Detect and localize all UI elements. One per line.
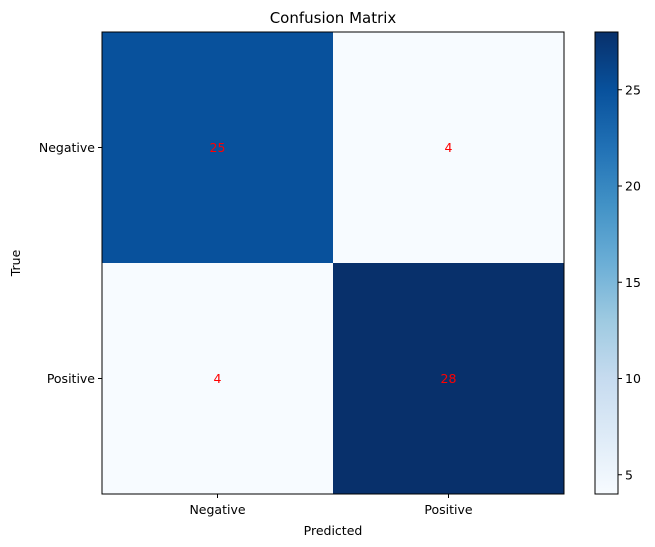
colorbar-tick-label: 10 [625, 371, 641, 386]
x-tick-label: Negative [189, 502, 245, 517]
cell-value-label: 25 [210, 140, 226, 155]
y-tick-label: Negative [39, 140, 95, 155]
cell-value-label: 4 [214, 371, 222, 386]
plot-frame [101, 31, 565, 495]
y-axis-label: True [8, 249, 23, 277]
colorbar [594, 31, 619, 495]
colorbar-tick-label: 25 [625, 82, 641, 97]
heatmap-cell [333, 263, 564, 494]
x-tick-label: Positive [424, 502, 472, 517]
heatmap-cell [333, 32, 564, 263]
cell-value-label: 28 [441, 371, 457, 386]
chart-title: Confusion Matrix [270, 9, 397, 27]
heatmap-cell [102, 263, 333, 494]
colorbar-tick-label: 15 [625, 275, 641, 290]
colorbar-tick-label: 5 [625, 467, 633, 482]
x-axis-label: Predicted [304, 523, 363, 538]
colorbar-tick-label: 20 [625, 179, 641, 194]
cell-value-label: 4 [445, 140, 453, 155]
y-tick-label: Positive [47, 371, 95, 386]
heatmap-cell [102, 32, 333, 263]
